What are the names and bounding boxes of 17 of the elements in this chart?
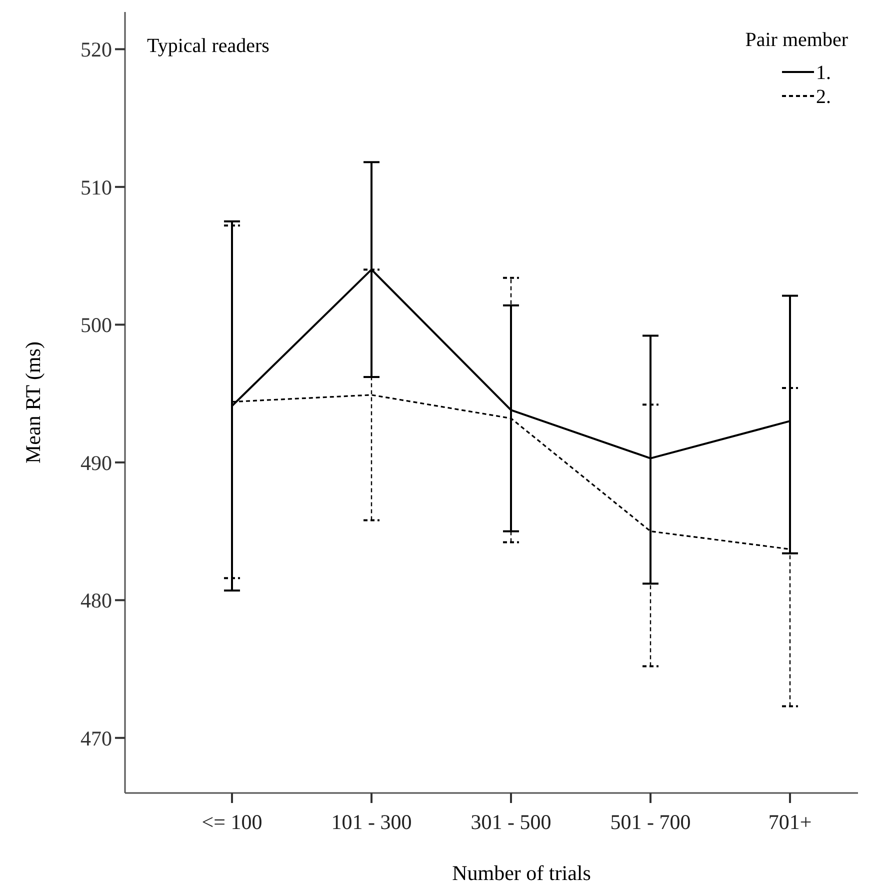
y-axis-title: Mean RT (ms): [21, 341, 45, 464]
annotation: Typical readers: [147, 35, 270, 57]
y-tick-label: 480: [80, 588, 112, 613]
legend-title: Pair member: [745, 29, 848, 51]
y-tick-label: 510: [80, 175, 112, 200]
legend-label: 1.: [816, 62, 831, 84]
x-axis-title: Number of trials: [452, 861, 591, 885]
x-tick-label: 101 - 300: [331, 810, 412, 834]
y-tick-label: 470: [80, 726, 112, 750]
y-tick-label: 490: [80, 450, 112, 475]
x-tick-label: 301 - 500: [470, 810, 552, 834]
x-tick-label: 701+: [768, 810, 812, 834]
y-tick-label: 520: [80, 38, 112, 62]
x-tick-label: <= 100: [202, 810, 262, 834]
x-tick-label: 501 - 700: [610, 810, 691, 834]
y-tick-label: 500: [80, 313, 112, 338]
legend-label: 2.: [816, 86, 831, 108]
